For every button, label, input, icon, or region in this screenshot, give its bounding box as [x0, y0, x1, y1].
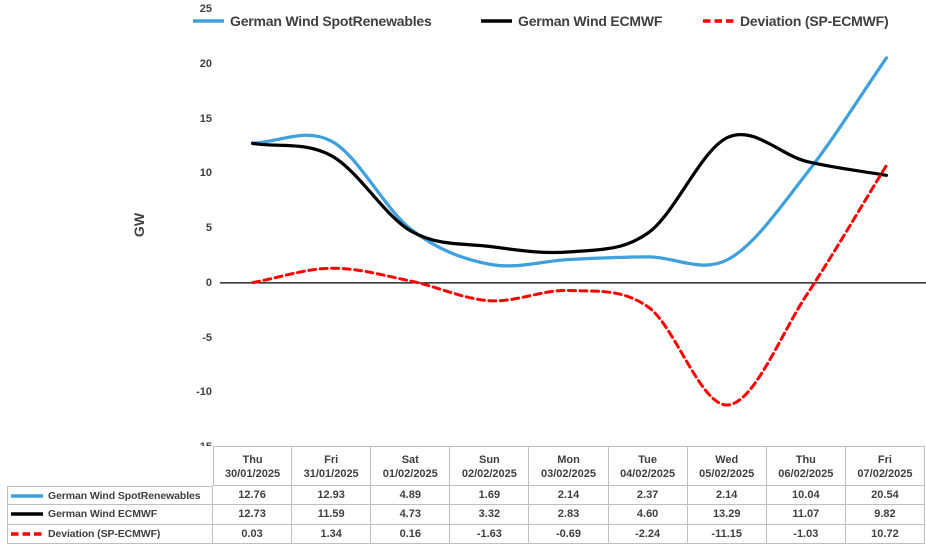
table-header-date: 01/02/2025	[382, 468, 438, 480]
table-value-cell: -1.03	[766, 524, 846, 544]
table-header-cell: Mon 03/02/2025	[529, 446, 609, 486]
series-line-0	[250, 56, 889, 268]
table-header-date: 04/02/2025	[620, 468, 676, 480]
table-value-cell: 12.76	[213, 486, 293, 506]
y-axis-tick-label: -10	[196, 386, 212, 399]
legend-swatch-spotrenewables-icon	[193, 17, 224, 25]
table-header-day: Sat	[401, 454, 419, 466]
table-header-cell: Thu 06/02/2025	[766, 446, 846, 486]
table-value-cell: 2.83	[529, 505, 609, 525]
table-value-cell: 9.82	[845, 505, 925, 525]
legend-label-spotrenewables: German Wind SpotRenewables	[230, 13, 432, 29]
table-row-swatch-icon	[11, 510, 43, 518]
table-header-day: Tue	[638, 454, 657, 466]
table-header-date: 07/02/2025	[857, 468, 913, 480]
table-header-date: 31/01/2025	[303, 468, 359, 480]
table-value-cell: 1.34	[292, 524, 372, 544]
table-header-day: Mon	[557, 454, 580, 466]
table-row-label: Deviation (SP-ECMWF)	[7, 524, 213, 544]
table-value-cell: 3.32	[450, 505, 530, 525]
table-header-date: 06/02/2025	[778, 468, 834, 480]
table-value-cell: 0.03	[213, 524, 293, 544]
table-row-swatch-icon	[11, 530, 43, 538]
table-header-day: Sun	[478, 454, 500, 466]
table-row-label-text: German Wind ECMWF	[48, 508, 158, 521]
table-value-cell: 4.60	[608, 505, 688, 525]
table-corner-cell	[7, 446, 213, 486]
table-header-date: 30/01/2025	[225, 468, 281, 480]
legend-swatch-deviation-icon	[703, 17, 734, 25]
y-axis-tick-label: 20	[199, 57, 212, 70]
table-value-cell: 4.89	[371, 486, 451, 506]
table-header-cell: Fri 07/02/2025	[845, 446, 925, 486]
legend-label-ecmwf: German Wind ECMWF	[518, 13, 663, 29]
y-axis-title: GW	[131, 212, 147, 238]
table-header-day: Thu	[795, 454, 816, 466]
table-header-cell: Thu 30/01/2025	[213, 446, 293, 486]
table-header-cell: Wed 05/02/2025	[687, 446, 767, 486]
y-axis-tick-label: 15	[199, 112, 212, 125]
table-header-cell: Sat 01/02/2025	[371, 446, 451, 486]
table-header-cell: Fri 31/01/2025	[292, 446, 372, 486]
y-axis-tick-label: 5	[205, 222, 212, 235]
table-header-day: Thu	[242, 454, 263, 466]
table-row-label-text: German Wind SpotRenewables	[48, 489, 201, 502]
table-header-date: 02/02/2025	[461, 468, 517, 480]
legend-swatch-ecmwf-icon	[481, 17, 512, 25]
table-header-date: 05/02/2025	[699, 468, 755, 480]
series-line-1	[250, 133, 889, 255]
legend-item-ecmwf: German Wind ECMWF	[481, 11, 662, 31]
table-header-cell: Sun 02/02/2025	[450, 446, 530, 486]
table-value-cell: 10.04	[766, 486, 846, 506]
table-value-cell: 2.14	[687, 486, 767, 506]
table-header-day: Fri	[324, 454, 339, 466]
table-value-cell: -11.15	[687, 524, 767, 544]
table-value-cell: 1.69	[450, 486, 530, 506]
y-axis-tick-label: 25	[199, 3, 212, 16]
table-row-label-text: Deviation (SP-ECMWF)	[48, 527, 161, 540]
table-value-cell: 2.37	[608, 486, 688, 506]
chart-canvas	[220, 56, 926, 407]
table-value-cell: -2.24	[608, 524, 688, 544]
table-header-day: Fri	[877, 454, 892, 466]
legend-label-deviation: Deviation (SP-ECMWF)	[740, 13, 889, 29]
y-axis-tick-label: -5	[202, 331, 212, 344]
table-row-label: German Wind SpotRenewables	[7, 486, 213, 506]
table-row-label: German Wind ECMWF	[7, 505, 213, 525]
table-header-date: 03/02/2025	[540, 468, 597, 480]
legend-item-deviation: Deviation (SP-ECMWF)	[703, 11, 889, 31]
table-value-cell: 13.29	[687, 505, 767, 525]
table-value-cell: 10.72	[845, 524, 925, 544]
table-value-cell: 11.59	[292, 505, 372, 525]
table-value-cell: 11.07	[766, 505, 846, 525]
table-value-cell: -1.63	[450, 524, 530, 544]
table-value-cell: 12.93	[292, 486, 372, 506]
table-value-cell: 2.14	[529, 486, 609, 506]
series-line-2	[251, 164, 888, 407]
table-value-cell: 0.16	[371, 524, 451, 544]
table-value-cell: 4.73	[371, 505, 451, 525]
y-axis-tick-label: 0	[205, 276, 212, 289]
table-value-cell: -0.69	[529, 524, 609, 544]
y-axis-tick-label: 10	[199, 167, 212, 180]
table-header-day: Wed	[715, 454, 739, 466]
legend-item-spotrenewables: German Wind SpotRenewables	[193, 11, 432, 31]
table-value-cell: 20.54	[845, 486, 925, 506]
table-value-cell: 12.73	[213, 505, 293, 525]
chart-data-table: Thu 30/01/2025 Fri 31/01/2025 Sat 01/02/2025 S…	[7, 446, 925, 544]
table-header-cell: Tue 04/02/2025	[608, 446, 688, 486]
table-row-swatch-icon	[11, 492, 43, 500]
